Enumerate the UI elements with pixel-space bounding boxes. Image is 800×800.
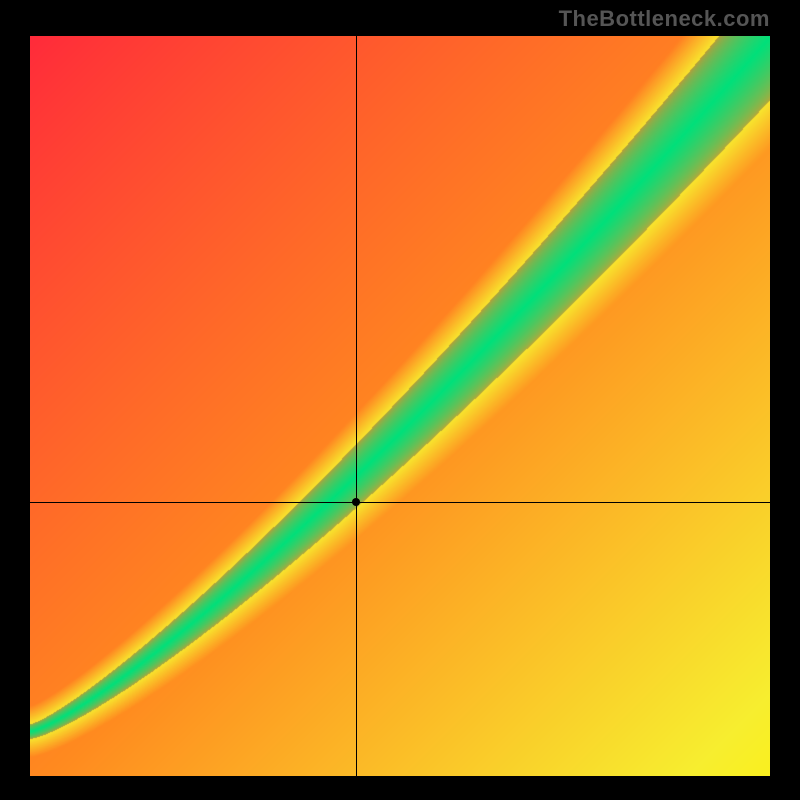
- watermark-text: TheBottleneck.com: [559, 6, 770, 32]
- heatmap-canvas: [30, 36, 770, 776]
- crosshair-vertical: [356, 36, 357, 776]
- marker-dot: [352, 498, 360, 506]
- crosshair-horizontal: [30, 502, 770, 503]
- figure-container: TheBottleneck.com: [0, 0, 800, 800]
- heatmap-plot: [30, 36, 770, 776]
